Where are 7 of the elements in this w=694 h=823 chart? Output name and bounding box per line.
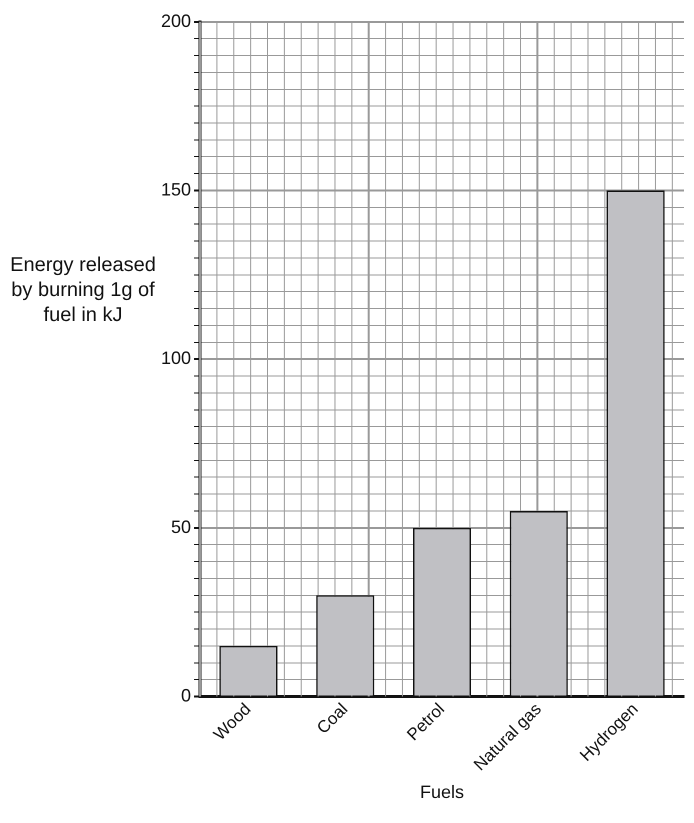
- y-tick-label: 0: [181, 685, 192, 706]
- y-tick-label: 150: [160, 179, 192, 200]
- y-axis-title: Energy released by burning 1g of fuel in kJ: [9, 253, 157, 328]
- y-tick-label: 200: [160, 10, 192, 31]
- y-tick-label: 50: [171, 516, 192, 537]
- x-axis-title: Fuels: [420, 782, 464, 802]
- y-tick-label: 100: [160, 348, 192, 368]
